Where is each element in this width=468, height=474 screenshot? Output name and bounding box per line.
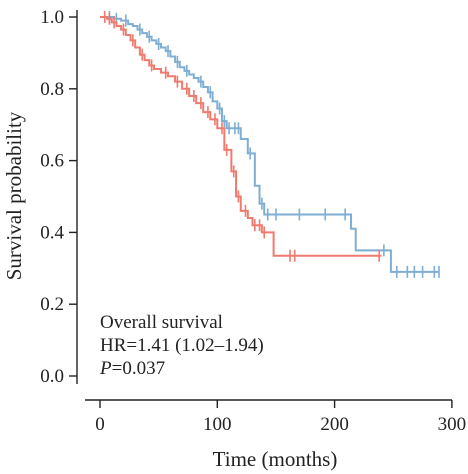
km-curve-2	[100, 16, 382, 257]
y-axis-label: Survival probability	[2, 111, 26, 280]
y-tick-label: 0.4	[40, 222, 64, 243]
annotation-title: Overall survival	[100, 312, 223, 333]
x-tick-label: 200	[320, 414, 349, 435]
y-tick-label: 0.0	[40, 366, 64, 387]
annotation-pvalue: P=0.037	[99, 358, 165, 379]
ticks: 0.0 0.2 0.4 0.6 0.8 1.0 0 100 200 300	[40, 7, 466, 435]
km-series-1	[100, 11, 440, 278]
annotation-p-value: =0.037	[112, 358, 165, 379]
x-tick-label: 100	[203, 414, 232, 435]
x-tick-label: 0	[95, 414, 105, 435]
x-axis-label: Time (months)	[213, 447, 338, 471]
annotation-hr: HR=1.41 (1.02–1.94)	[100, 335, 264, 356]
y-tick-label: 0.2	[40, 294, 64, 315]
y-tick-label: 1.0	[40, 7, 64, 28]
annotation-p-symbol: P	[99, 358, 112, 379]
y-tick-label: 0.6	[40, 151, 64, 172]
series-layer	[100, 11, 440, 278]
km-curve-1	[100, 16, 439, 273]
x-tick-label: 300	[438, 414, 467, 435]
km-series-2	[100, 11, 382, 262]
survival-annotation: Overall survival HR=1.41 (1.02–1.94) P=0…	[99, 312, 264, 379]
y-tick-label: 0.8	[40, 79, 64, 100]
axes	[76, 10, 452, 401]
